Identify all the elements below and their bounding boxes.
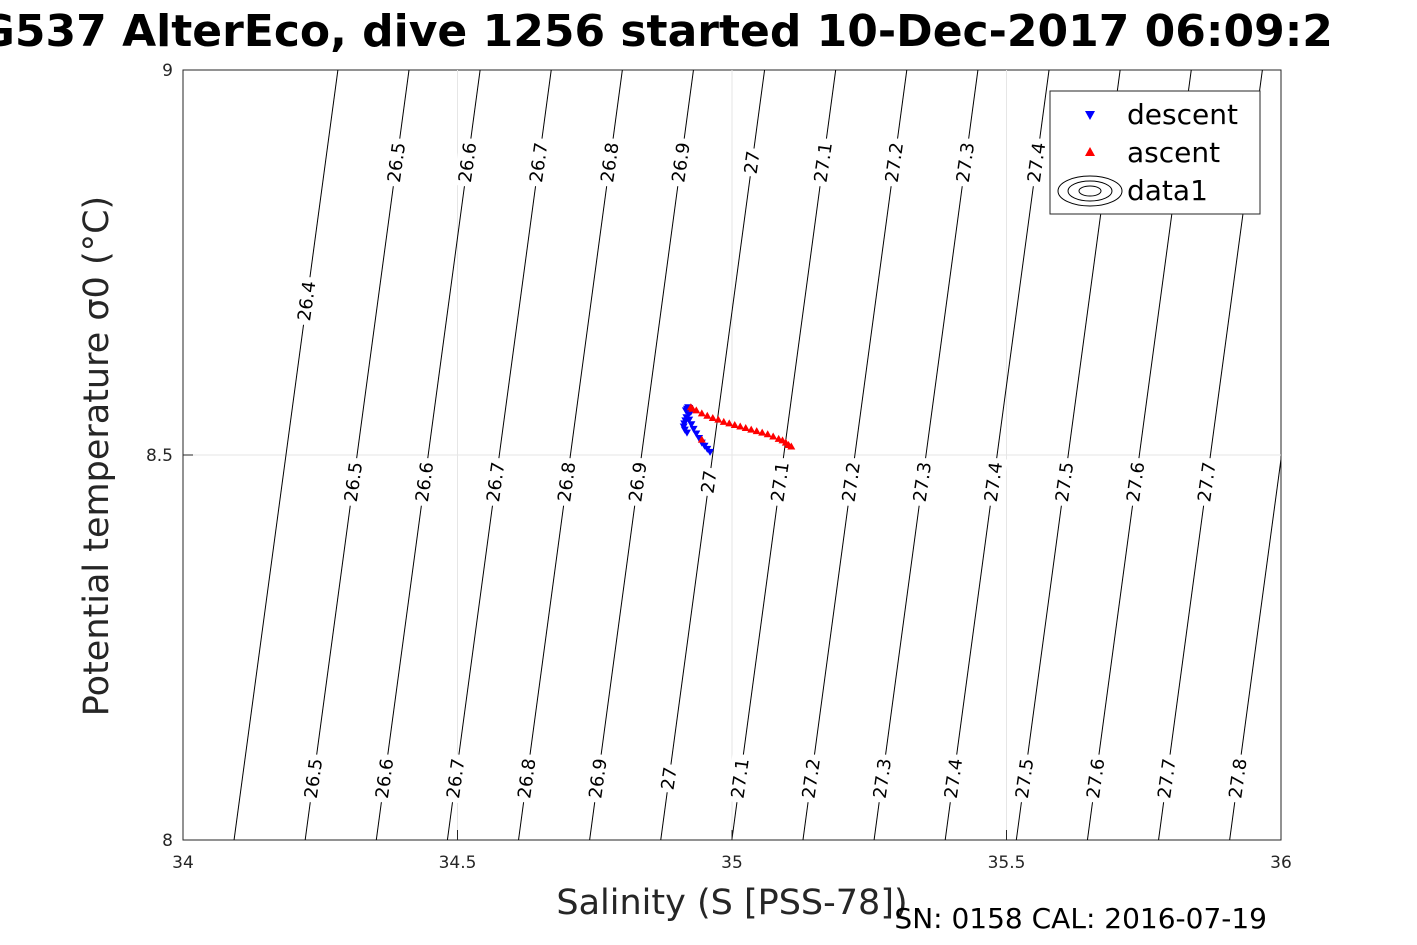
descent-point-15 — [692, 430, 701, 438]
contour-26-9 — [589, 70, 694, 840]
contour-26-7 — [446, 70, 552, 840]
legend-box — [1049, 90, 1261, 215]
ascent-point-4 — [708, 414, 717, 422]
x-tick-label-3: 35.5 — [988, 853, 1026, 873]
legend-ascent-marker — [1085, 147, 1095, 156]
contour-26-4 — [233, 70, 339, 840]
ascent-point-8 — [730, 420, 739, 428]
contour-label-2-0: 26.5 — [339, 456, 368, 508]
contour-label-0-4: 26.9 — [666, 137, 696, 188]
ascent-point-20 — [787, 442, 796, 450]
legend-descent-marker — [1085, 111, 1095, 120]
contour-27-4 — [944, 70, 1050, 840]
contour-27-1 — [731, 70, 837, 840]
ascent-point-13 — [758, 428, 767, 436]
chart-title: SG537 AlterEco, dive 1256 started 10-Dec… — [0, 6, 1333, 57]
contour-27 — [660, 70, 766, 840]
contour-label-2-2: 26.7 — [481, 456, 510, 508]
ascent-point-15 — [769, 432, 778, 440]
descent-point-20 — [706, 448, 715, 456]
descent-point-13 — [687, 421, 696, 429]
legend-descent-label: descent — [1127, 98, 1238, 131]
descent-point-16 — [695, 435, 704, 443]
y-axis-ticks: 88.59 — [146, 61, 193, 851]
contour-label-2-7: 27.2 — [837, 456, 866, 508]
ascent-point-9 — [736, 422, 745, 430]
ascent-series — [686, 403, 796, 450]
contour-26-6 — [375, 70, 481, 840]
ascent-point-11 — [747, 425, 756, 433]
contour-26-5 — [304, 70, 410, 840]
contour-label-0-3: 26.8 — [595, 137, 625, 188]
svg-text:27: 27 — [698, 469, 722, 495]
density-contours — [233, 70, 1281, 840]
contour-label-2-11: 27.6 — [1121, 456, 1150, 508]
contour-label-2-1: 26.6 — [410, 456, 439, 508]
svg-text:27: 27 — [741, 150, 765, 176]
contour-27-2 — [802, 70, 908, 840]
svg-text:27: 27 — [658, 766, 682, 792]
x-tick-label-0: 34 — [172, 853, 194, 873]
x-tick-label-2: 35 — [721, 853, 743, 873]
ascent-point-3 — [703, 411, 712, 419]
x-axis-label: Salinity (S [PSS-78]) — [556, 883, 907, 923]
x-tick-label-1: 34.5 — [439, 853, 477, 873]
contour-label-3-5: 27 — [656, 763, 682, 794]
contour-label-3-8: 27.3 — [868, 753, 897, 804]
contour-label-2-5: 27 — [696, 466, 722, 498]
contour-label-0-5: 27 — [739, 147, 765, 178]
x-axis-ticks: 34 34.5 35 35.5 36 — [172, 830, 1292, 873]
ascent-point-22 — [697, 435, 706, 443]
descent-point-12 — [685, 416, 694, 424]
y-axis-label: Potential temperature σ0 (°C) — [77, 196, 117, 716]
ascent-point-5 — [714, 415, 723, 423]
contour-27-3 — [873, 70, 979, 840]
contour-label-0-9: 27.4 — [1022, 137, 1051, 188]
legend-contour-icon — [1057, 175, 1123, 207]
contour-label-2-9: 27.4 — [979, 456, 1008, 508]
contour-label-3-10: 27.5 — [1010, 753, 1039, 804]
contour-label-3-13: 27.8 — [1223, 753, 1253, 804]
contour-label-3-3: 26.8 — [512, 753, 542, 804]
contour-26-8 — [518, 70, 623, 840]
contour-27-8 — [1229, 455, 1281, 840]
grid-lines — [183, 70, 1281, 840]
y-tick-label-0: 8 — [162, 831, 173, 851]
contour-label-3-1: 26.6 — [370, 753, 399, 804]
ascent-point-21 — [688, 404, 697, 412]
ascent-point-14 — [763, 430, 772, 438]
x-tick-label-4: 36 — [1270, 853, 1292, 873]
contour-label-2-12: 27.7 — [1192, 456, 1222, 508]
contour-label-1-0: 26.4 — [292, 275, 321, 327]
legend-contour-label: data1 — [1127, 174, 1208, 207]
ascent-point-6 — [719, 417, 728, 425]
serial-calibration-text: SN: 0158 CAL: 2016-07-19 — [894, 902, 1267, 935]
ascent-point-10 — [741, 424, 750, 432]
y-tick-label-2: 9 — [162, 61, 173, 81]
descent-point-11 — [682, 429, 691, 437]
descent-point-14 — [689, 425, 698, 433]
contour-label-3-4: 26.9 — [583, 753, 613, 804]
ascent-point-12 — [752, 427, 761, 435]
legend: descent ascent data1 — [1049, 90, 1261, 215]
contour-label-2-6: 27.1 — [765, 456, 795, 508]
contour-label-0-7: 27.2 — [880, 137, 909, 188]
y-tick-label-1: 8.5 — [146, 446, 173, 466]
legend-ascent-label: ascent — [1127, 136, 1220, 169]
ascent-point-7 — [725, 419, 734, 427]
ascent-point-2 — [697, 409, 706, 417]
